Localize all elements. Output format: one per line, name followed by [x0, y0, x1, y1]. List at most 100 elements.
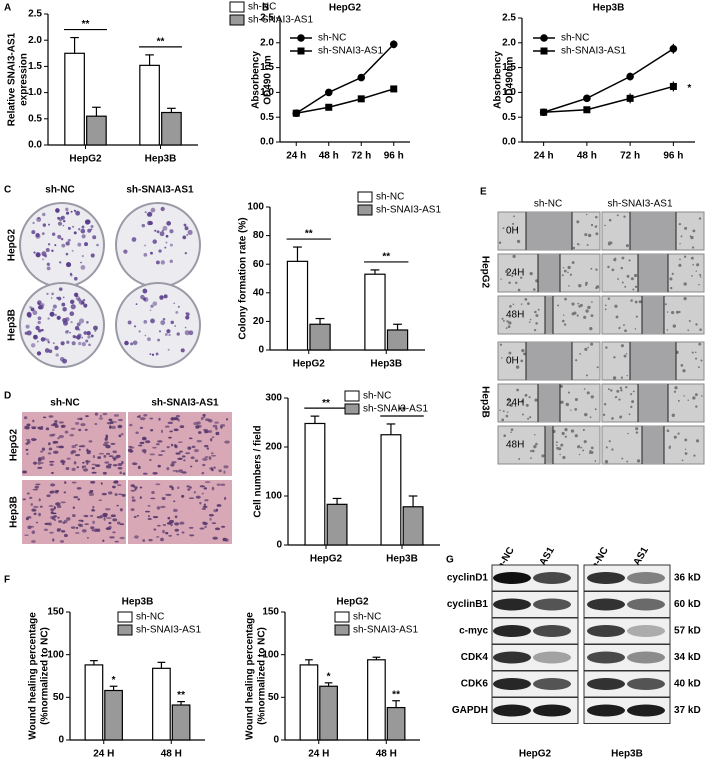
cell: [164, 425, 170, 428]
cell: [112, 518, 118, 522]
colony: [150, 318, 155, 324]
cell: [692, 396, 696, 400]
chart-title: HepG2: [336, 597, 369, 608]
cell: [608, 440, 611, 443]
cell: [680, 235, 683, 238]
cell: [48, 447, 53, 451]
y-tick-label: 2.5: [28, 9, 42, 20]
cell: [574, 408, 578, 411]
legend-marker: [297, 47, 305, 55]
cell: [595, 232, 599, 236]
cell: [621, 256, 625, 260]
colony: [47, 243, 51, 246]
cell: [585, 374, 588, 377]
y-axis-label: (%normalized to NC): [257, 627, 268, 725]
cell: [582, 428, 585, 432]
cell: [130, 489, 136, 492]
colony: [86, 321, 89, 324]
cell: [672, 324, 677, 328]
cell: [113, 480, 119, 484]
cell: [45, 427, 50, 431]
cell: [102, 539, 105, 542]
cell: [209, 517, 212, 521]
cell: [204, 499, 209, 502]
cell: [583, 388, 586, 390]
colony: [94, 330, 97, 333]
cell: [557, 304, 560, 307]
colony: [49, 311, 55, 317]
colony: [144, 334, 147, 337]
cell: [83, 468, 89, 472]
cell: [565, 402, 570, 407]
cell: [71, 444, 76, 449]
cell: [64, 481, 67, 484]
marker: [669, 44, 678, 53]
significance: *: [327, 671, 331, 682]
cell: [222, 537, 227, 542]
cell: [91, 509, 96, 512]
colony: [165, 234, 169, 238]
cell: [171, 461, 177, 464]
cell: [26, 423, 31, 427]
marker: [583, 106, 591, 114]
legend-label: sh-SNAI3-AS1: [376, 205, 441, 216]
cell: [147, 518, 152, 520]
cell: [559, 453, 561, 456]
cell: [668, 446, 671, 449]
colony: [143, 297, 147, 301]
wound-gap: [545, 426, 553, 464]
cell: [33, 505, 39, 509]
cell: [619, 415, 623, 419]
colony: [164, 246, 167, 249]
wound-image: [497, 295, 601, 335]
time-label: 0H: [506, 356, 519, 367]
colony: [41, 232, 45, 236]
cell: [81, 465, 84, 469]
colony: [66, 340, 70, 344]
colony: [130, 342, 134, 346]
cell: [576, 314, 579, 317]
colony: [37, 328, 42, 333]
cell: [46, 494, 51, 498]
cell: [105, 435, 109, 439]
cell: [174, 522, 179, 525]
cell: [675, 310, 679, 314]
cell: [185, 452, 191, 455]
colony: [55, 208, 60, 213]
cell: [160, 450, 166, 453]
cell: [520, 359, 524, 363]
cell: [143, 413, 148, 417]
colony: [169, 229, 174, 234]
colony: [162, 229, 164, 232]
cell: [220, 425, 223, 429]
cell: [30, 438, 37, 442]
error-bar: [109, 685, 118, 691]
colony: [57, 234, 62, 239]
marker: [540, 108, 548, 116]
cell: [97, 456, 102, 460]
row-label: Hep3B: [7, 309, 18, 341]
cell: [529, 449, 533, 453]
cell: [66, 517, 71, 521]
cell: [501, 357, 503, 359]
cell: [687, 399, 689, 402]
band: [533, 651, 571, 664]
cell: [691, 351, 694, 354]
colony: [158, 330, 162, 333]
cell: [500, 278, 502, 280]
cell: [117, 424, 123, 429]
cell: [530, 457, 532, 460]
row-label: HepG2: [7, 228, 18, 261]
band: [587, 598, 625, 611]
cell: [516, 227, 519, 230]
cell: [683, 395, 685, 397]
marker: [389, 40, 398, 49]
cell: [112, 485, 116, 489]
bar: [84, 664, 104, 741]
colony: [70, 321, 73, 324]
bar: [326, 503, 348, 546]
cell: [147, 515, 150, 518]
cell: [63, 519, 68, 524]
colony: [188, 330, 194, 336]
cell: [533, 288, 536, 291]
